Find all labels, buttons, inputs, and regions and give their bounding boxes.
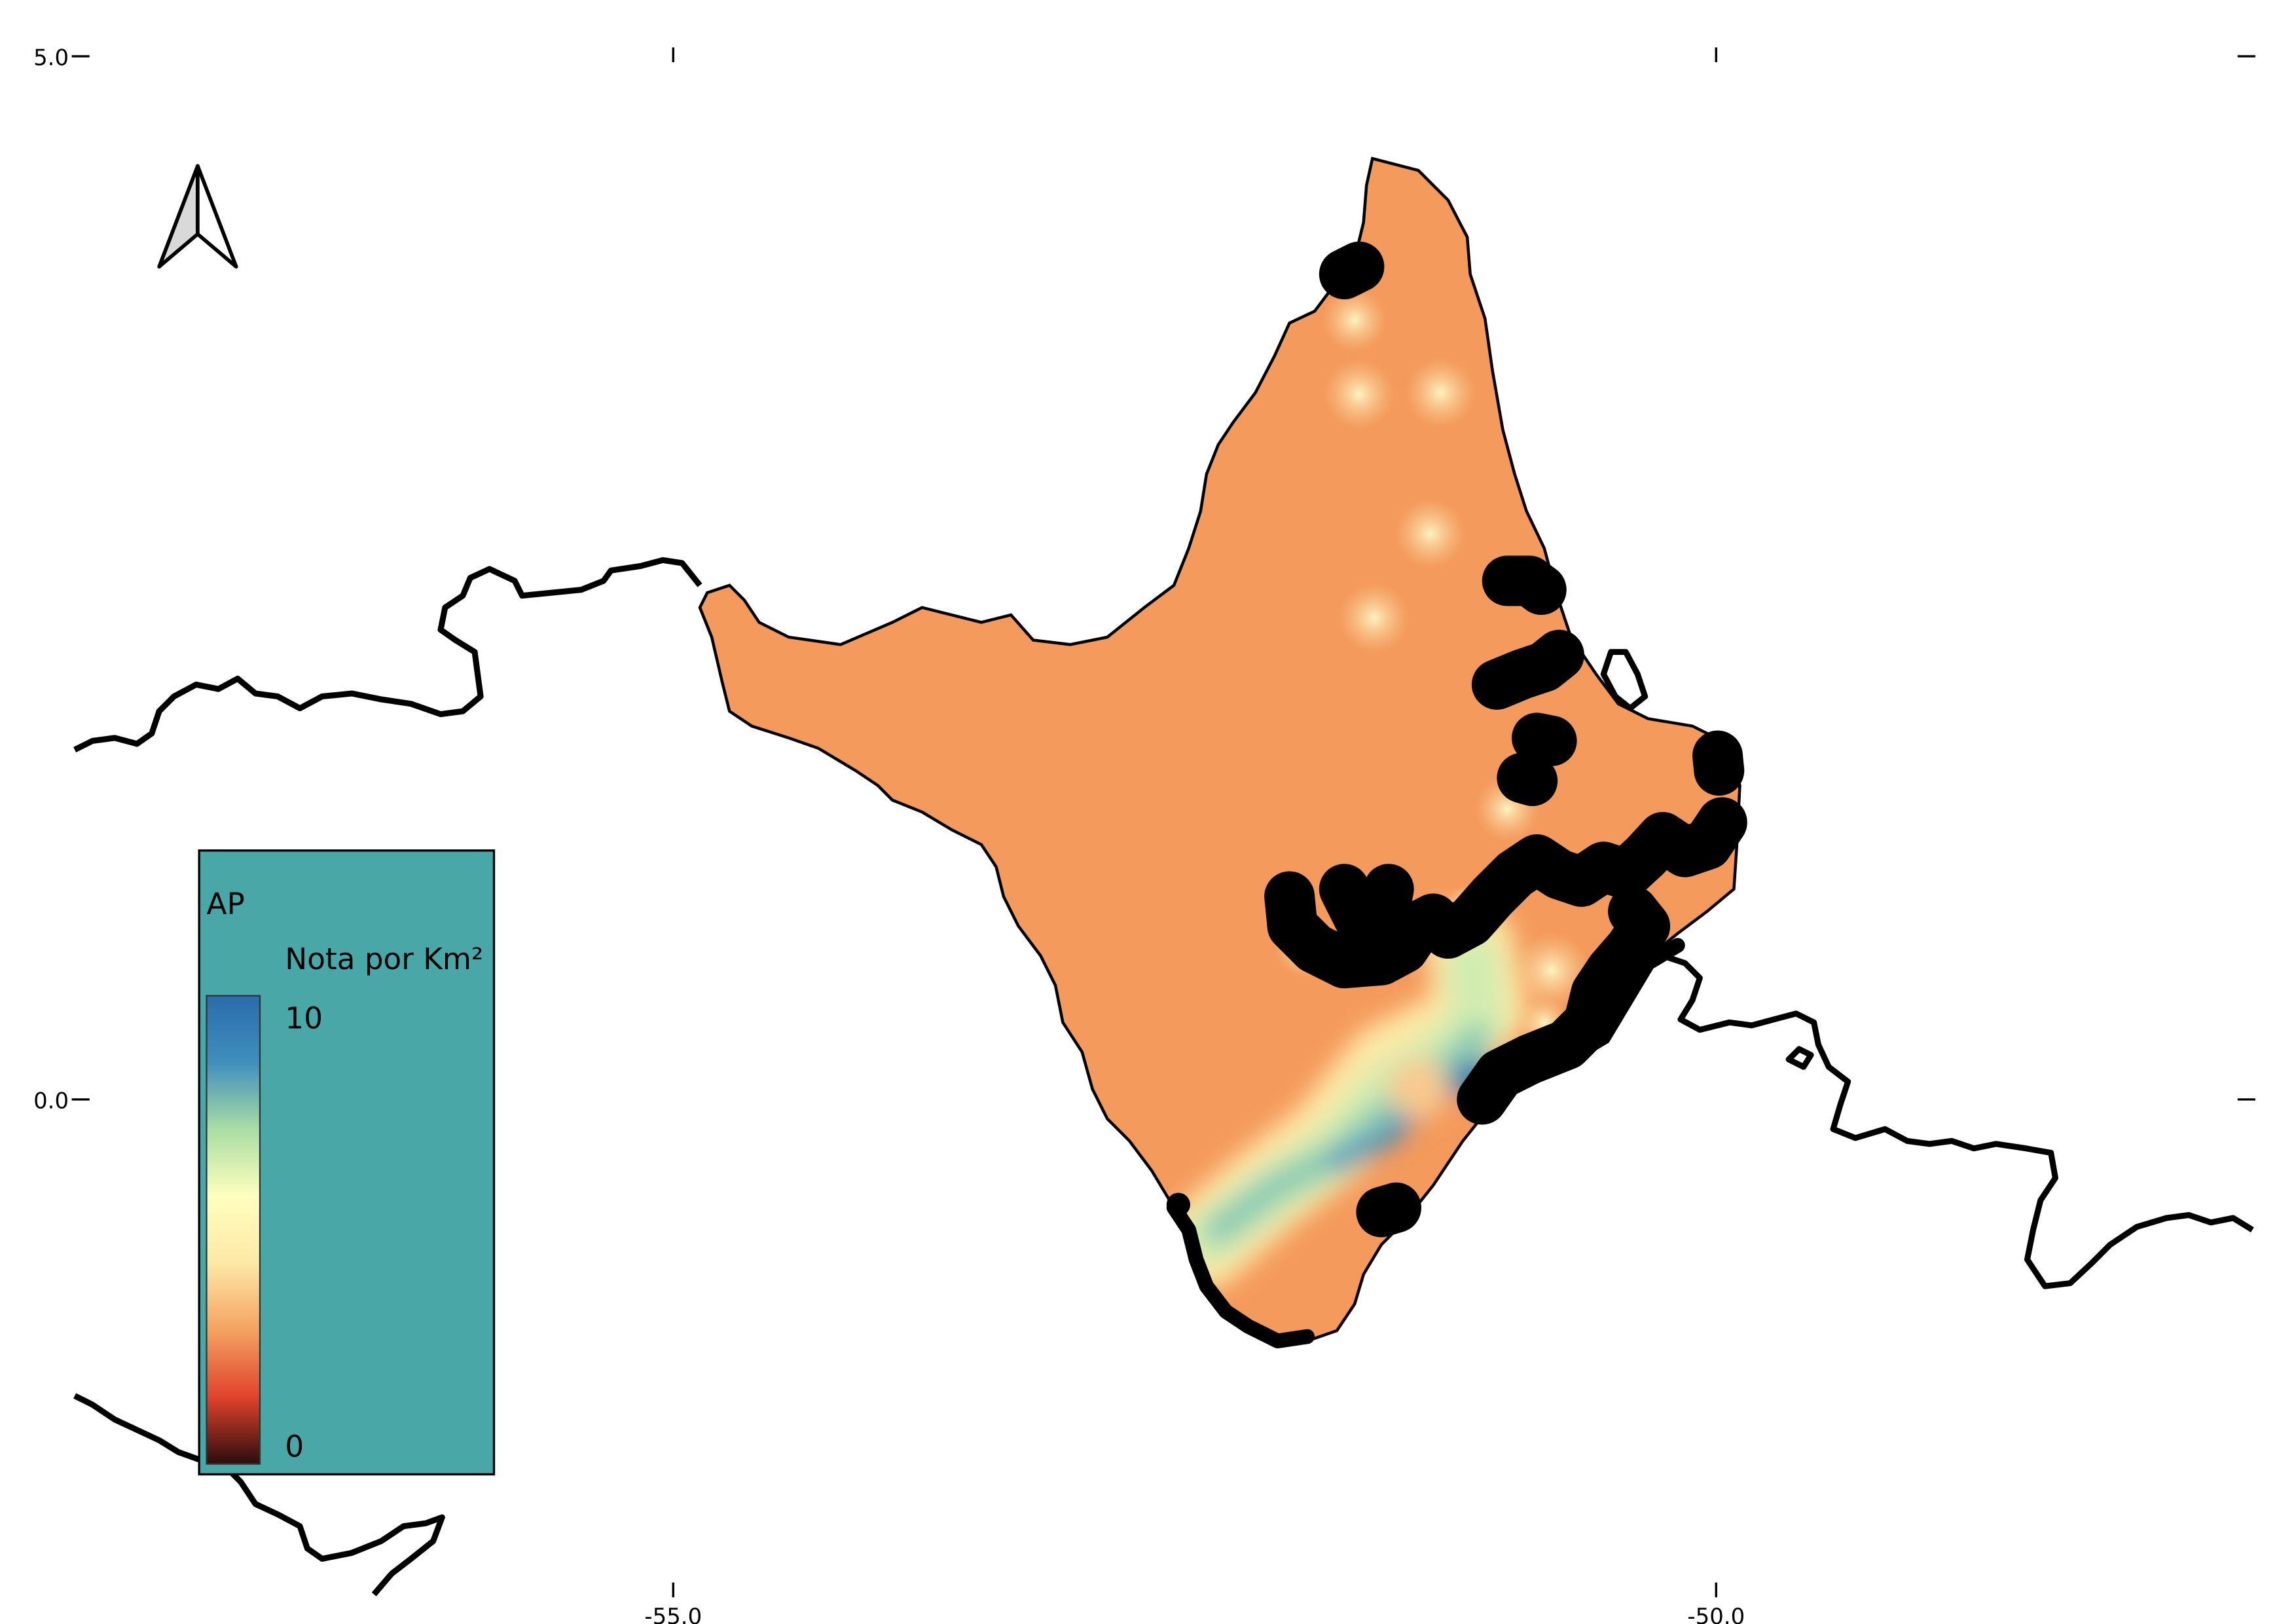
density-corridor [1159, 904, 1527, 1289]
x-tick-label-right: -50.0 [1687, 1604, 1745, 1624]
legend-subtitle: Nota por Km² [285, 942, 483, 976]
legend: AP Nota por Km² 10 0 [198, 849, 496, 1476]
neighbor-borders [73, 557, 2254, 1596]
legend-max-label: 10 [285, 1001, 323, 1035]
x-tick-label-left: -55.0 [644, 1604, 702, 1624]
legend-title: AP [207, 887, 245, 921]
y-tick-label-middle: 0.0 [33, 1088, 69, 1115]
legend-min-label: 0 [285, 1429, 304, 1464]
axis-ticks [71, 47, 2255, 1598]
state-ap [700, 158, 1747, 1349]
y-tick-label-top: 5.0 [33, 45, 69, 71]
legend-color-ramp [206, 995, 261, 1465]
rivers [1166, 241, 1747, 1349]
north-arrow-icon [157, 164, 238, 269]
